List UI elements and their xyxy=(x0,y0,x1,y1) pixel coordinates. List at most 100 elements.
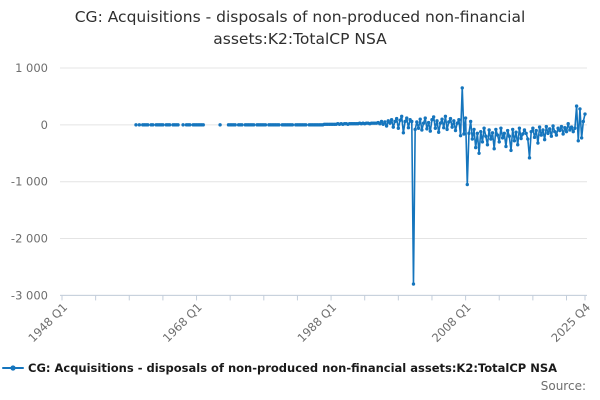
data-point-marker[interactable] xyxy=(514,130,518,134)
data-point-marker[interactable] xyxy=(218,123,222,127)
data-point-marker[interactable] xyxy=(505,128,510,133)
data-point-marker[interactable] xyxy=(415,120,419,124)
data-point-marker[interactable] xyxy=(290,123,295,127)
data-point-marker[interactable] xyxy=(277,123,281,127)
data-point-marker[interactable] xyxy=(485,143,490,147)
data-point-marker[interactable] xyxy=(450,125,454,129)
data-point-marker[interactable] xyxy=(252,123,256,127)
data-point-marker[interactable] xyxy=(522,128,527,132)
data-point-marker[interactable] xyxy=(512,139,517,143)
data-point-marker[interactable] xyxy=(438,121,443,125)
data-point-marker[interactable] xyxy=(510,127,515,132)
data-point-marker[interactable] xyxy=(526,137,530,141)
data-point-marker[interactable] xyxy=(436,130,441,134)
data-point-marker[interactable] xyxy=(400,114,404,119)
data-point-marker[interactable] xyxy=(201,123,205,127)
data-point-marker[interactable] xyxy=(146,123,150,127)
data-point-marker[interactable] xyxy=(453,128,458,133)
data-point-marker[interactable] xyxy=(416,126,421,130)
data-point-marker[interactable] xyxy=(458,133,463,138)
data-point-marker[interactable] xyxy=(544,124,549,129)
data-point-marker[interactable] xyxy=(549,134,554,138)
data-point-marker[interactable] xyxy=(443,114,448,119)
data-point-marker[interactable] xyxy=(433,126,438,130)
data-point-marker[interactable] xyxy=(405,116,409,120)
data-point-marker[interactable] xyxy=(423,116,427,120)
data-point-marker[interactable] xyxy=(537,125,542,129)
data-point-marker[interactable] xyxy=(401,131,406,135)
data-point-marker[interactable] xyxy=(547,127,552,131)
data-point-marker[interactable] xyxy=(463,116,468,120)
data-point-marker[interactable] xyxy=(551,124,555,128)
data-point-marker[interactable] xyxy=(410,119,414,124)
data-point-marker[interactable] xyxy=(553,129,557,134)
data-point-marker[interactable] xyxy=(426,120,431,125)
data-point-marker[interactable] xyxy=(541,128,545,132)
series-line[interactable] xyxy=(308,87,586,285)
data-point-marker[interactable] xyxy=(504,144,508,149)
data-point-marker[interactable] xyxy=(507,134,512,138)
data-point-marker[interactable] xyxy=(393,119,397,124)
data-point-marker[interactable] xyxy=(304,123,308,127)
data-point-marker[interactable] xyxy=(470,137,475,141)
data-point-marker[interactable] xyxy=(480,140,485,144)
data-point-marker[interactable] xyxy=(500,136,505,140)
data-point-marker[interactable] xyxy=(509,148,513,153)
data-point-marker[interactable] xyxy=(240,123,244,127)
data-point-marker[interactable] xyxy=(539,133,543,137)
data-point-marker[interactable] xyxy=(430,118,434,122)
data-point-marker[interactable] xyxy=(559,124,564,129)
data-point-marker[interactable] xyxy=(167,123,172,127)
data-point-marker[interactable] xyxy=(489,137,493,141)
data-point-marker[interactable] xyxy=(558,128,562,133)
data-point-marker[interactable] xyxy=(383,120,387,124)
data-point-marker[interactable] xyxy=(391,125,395,129)
data-point-marker[interactable] xyxy=(181,123,185,127)
data-point-marker[interactable] xyxy=(576,139,580,143)
data-point-marker[interactable] xyxy=(413,127,417,132)
data-point-marker[interactable] xyxy=(571,129,575,134)
data-point-marker[interactable] xyxy=(564,129,569,134)
data-point-marker[interactable] xyxy=(176,123,180,127)
data-point-marker[interactable] xyxy=(574,104,579,108)
data-point-marker[interactable] xyxy=(579,136,584,140)
data-point-marker[interactable] xyxy=(529,129,533,134)
data-point-marker[interactable] xyxy=(490,131,495,135)
data-point-marker[interactable] xyxy=(411,282,416,286)
data-point-marker[interactable] xyxy=(161,123,165,127)
data-point-marker[interactable] xyxy=(517,126,522,130)
data-point-marker[interactable] xyxy=(502,131,506,136)
data-point-marker[interactable] xyxy=(568,128,572,132)
data-point-marker[interactable] xyxy=(384,124,389,128)
data-point-marker[interactable] xyxy=(569,125,574,129)
data-point-marker[interactable] xyxy=(396,126,401,130)
data-point-marker[interactable] xyxy=(134,123,138,127)
data-point-marker[interactable] xyxy=(521,132,525,136)
data-point-marker[interactable] xyxy=(516,143,520,147)
data-point-marker[interactable] xyxy=(403,119,407,124)
data-point-marker[interactable] xyxy=(421,121,426,125)
data-point-marker[interactable] xyxy=(431,115,436,119)
data-point-marker[interactable] xyxy=(494,127,498,132)
data-point-marker[interactable] xyxy=(554,133,559,137)
data-point-marker[interactable] xyxy=(563,125,567,130)
data-point-marker[interactable] xyxy=(428,129,432,133)
data-point-marker[interactable] xyxy=(467,131,471,136)
data-point-marker[interactable] xyxy=(398,118,402,123)
data-point-marker[interactable] xyxy=(233,123,237,127)
data-point-marker[interactable] xyxy=(263,123,268,127)
data-point-marker[interactable] xyxy=(566,122,570,126)
data-point-marker[interactable] xyxy=(578,107,582,111)
data-point-marker[interactable] xyxy=(188,123,192,127)
data-point-marker[interactable] xyxy=(524,131,528,136)
data-point-marker[interactable] xyxy=(487,128,491,132)
data-point-marker[interactable] xyxy=(519,136,523,141)
data-point-marker[interactable] xyxy=(460,86,464,90)
legend[interactable]: CG: Acquisitions - disposals of non-prod… xyxy=(2,361,600,375)
data-point-marker[interactable] xyxy=(583,112,587,116)
data-point-marker[interactable] xyxy=(388,121,392,125)
data-point-marker[interactable] xyxy=(479,129,483,134)
data-point-marker[interactable] xyxy=(425,127,429,131)
data-point-marker[interactable] xyxy=(477,151,481,155)
data-point-marker[interactable] xyxy=(573,126,577,130)
